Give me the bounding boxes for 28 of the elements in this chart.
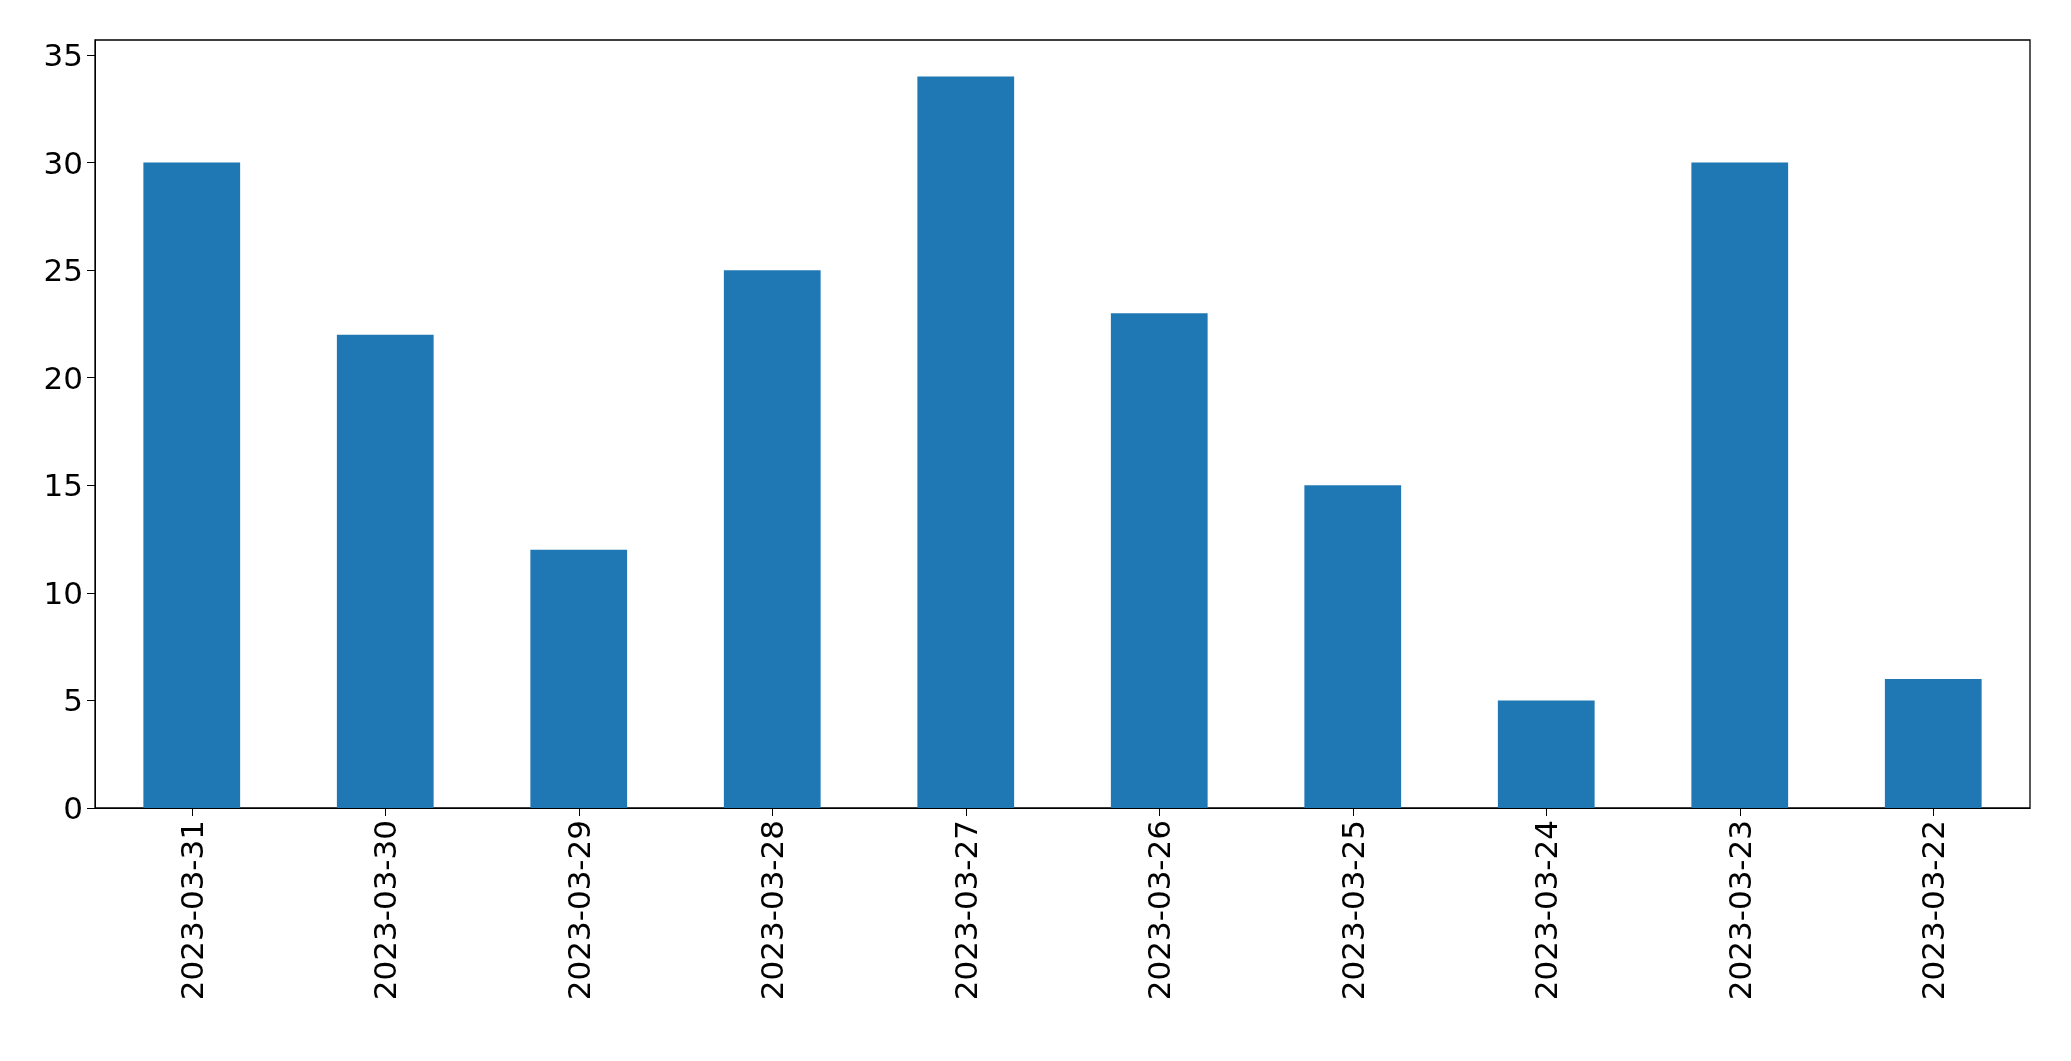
- bar: [917, 76, 1015, 808]
- bar: [1110, 313, 1208, 808]
- bar: [336, 334, 434, 808]
- x-tick-label: 2023-03-25: [1334, 820, 1371, 1001]
- bar: [723, 270, 821, 808]
- x-tick-label: 2023-03-27: [947, 820, 984, 1001]
- y-tick-label: 30: [43, 144, 83, 181]
- y-tick-label: 10: [43, 574, 83, 611]
- x-tick-label: 2023-03-26: [1141, 820, 1178, 1001]
- x-tick-label: 2023-03-24: [1528, 820, 1565, 1001]
- x-tick-label: 2023-03-31: [173, 820, 210, 1001]
- y-tick-label: 25: [43, 252, 83, 289]
- bar: [530, 549, 628, 808]
- x-tick-label: 2023-03-29: [560, 820, 597, 1001]
- x-tick-label: 2023-03-22: [1915, 820, 1952, 1001]
- x-tick-label: 2023-03-30: [367, 820, 404, 1001]
- bar: [1691, 162, 1789, 808]
- bar: [1304, 485, 1402, 808]
- bar: [1497, 700, 1595, 808]
- y-tick-label: 15: [43, 467, 83, 504]
- x-tick-label: 2023-03-28: [754, 820, 791, 1001]
- bar: [1884, 678, 1982, 808]
- x-tick-label: 2023-03-23: [1721, 820, 1758, 1001]
- bar: [143, 162, 241, 808]
- y-tick-label: 20: [43, 359, 83, 396]
- y-tick-label: 5: [63, 682, 83, 719]
- y-tick-label: 0: [63, 790, 83, 826]
- y-tick-label: 35: [43, 37, 83, 74]
